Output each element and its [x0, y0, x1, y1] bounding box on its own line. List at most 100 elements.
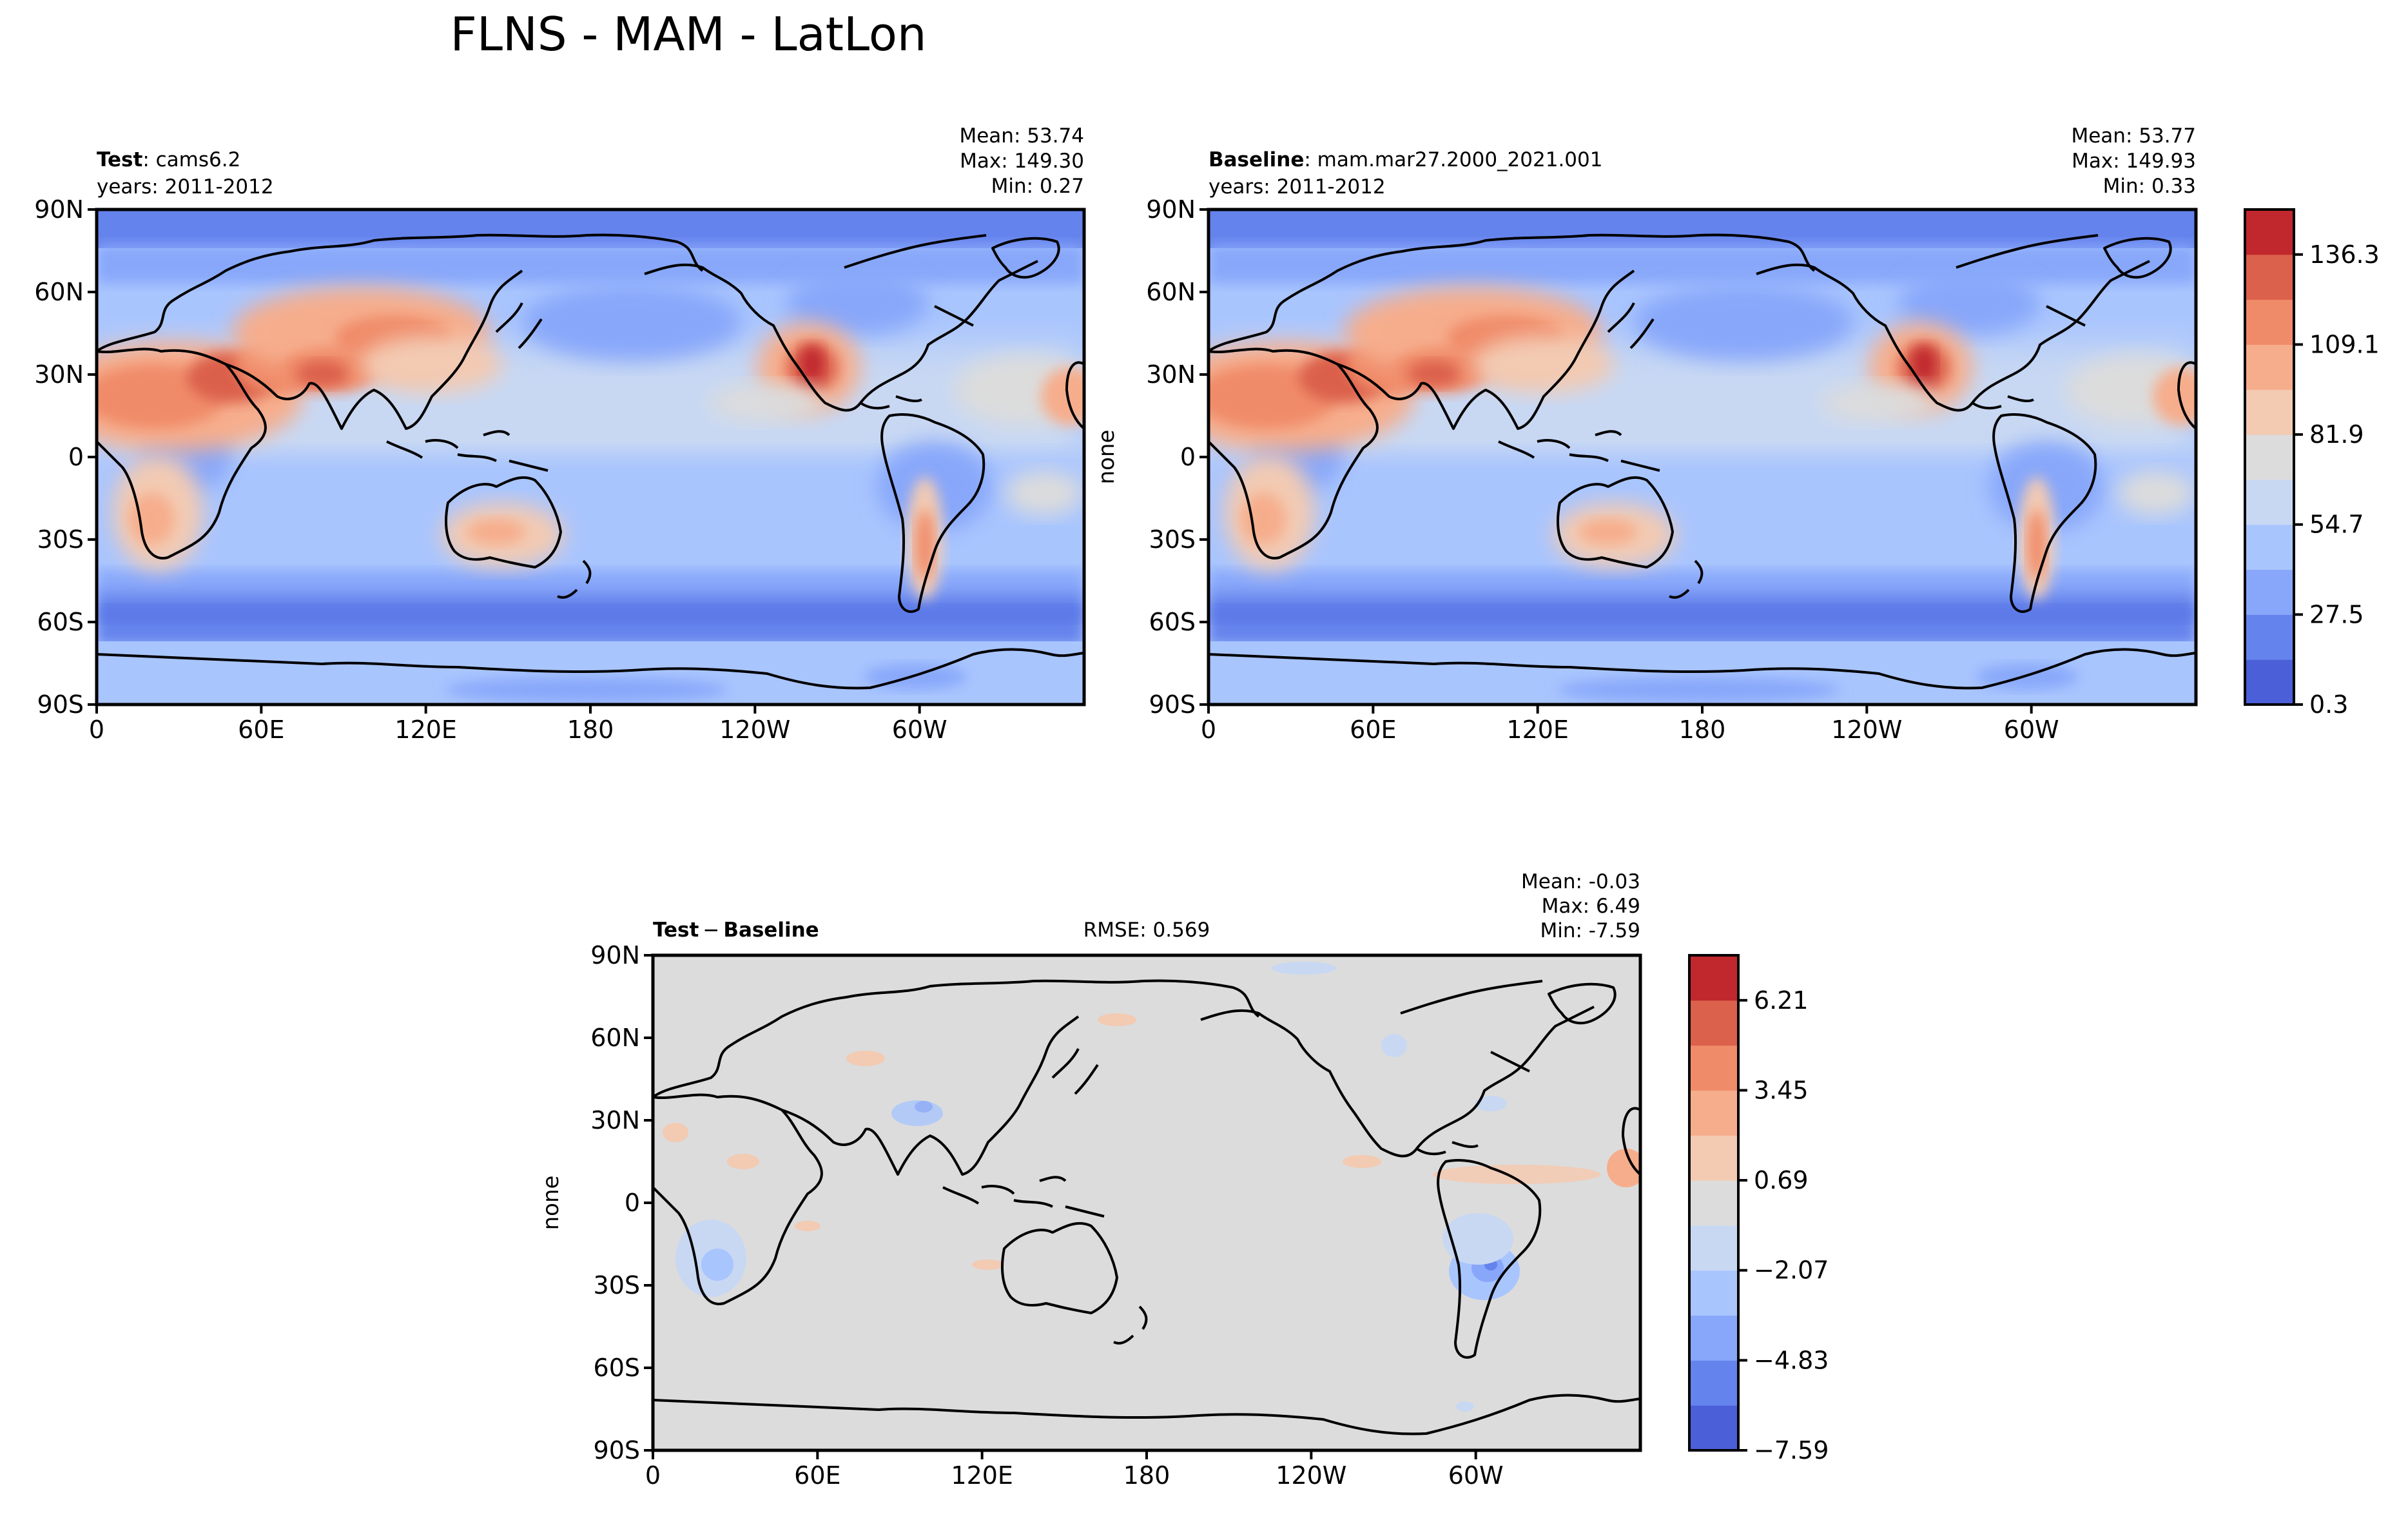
y-tick-label: 90N	[1146, 195, 1196, 224]
stat-mean-difference: Mean: -0.03	[1521, 870, 1640, 893]
stat-max-test: Max: 149.30	[960, 150, 1084, 173]
panel-label-difference: Test − Baseline	[653, 919, 819, 942]
colorbar-swatch	[2245, 479, 2294, 525]
map-baseline	[1209, 209, 2196, 705]
y-tick-label: 60S	[594, 1354, 640, 1382]
y-tick-label: 90S	[37, 690, 84, 719]
y-tick-label: 0	[625, 1189, 640, 1217]
colorbar-swatch	[2245, 434, 2294, 480]
years-baseline: years: 2011-2012	[1209, 175, 1386, 199]
y-tick-label: 90N	[34, 195, 84, 224]
y-tick-label: 0	[68, 443, 84, 471]
y-tick-label: 90N	[590, 941, 640, 969]
colorbar-swatch	[2245, 659, 2294, 705]
colorbar-swatch	[1689, 1360, 1738, 1406]
stat-mean-test: Mean: 53.74	[959, 124, 1084, 148]
panel-label-baseline: Baseline: mam.mar27.2000_2021.001	[1209, 148, 1602, 171]
x-tick-label: 60W	[892, 715, 947, 744]
colorbar-swatch	[1689, 955, 1738, 1001]
colorbar-frame	[2244, 208, 2295, 706]
x-tick-label: 180	[1123, 1461, 1170, 1490]
colorbar-tick-label: 27.5	[2309, 600, 2364, 628]
y-tick-label: 90S	[594, 1436, 640, 1464]
panel-difference: Test − Baseline RMSE: 0.569 Mean: -0.03 Ma…	[538, 870, 1829, 1490]
x-tick-label: 120E	[951, 1461, 1013, 1490]
stat-min-baseline: Min: 0.33	[2103, 175, 2196, 198]
y-tick-label: 60N	[1146, 278, 1196, 306]
x-tick-label: 120E	[394, 715, 457, 744]
y-tick-label: 60S	[1149, 608, 1196, 636]
colorbar-swatch	[1689, 1000, 1738, 1046]
panel-label-test: Test: cams6.2	[97, 148, 240, 171]
x-tick-label: 60W	[1448, 1461, 1504, 1490]
colorbar-swatch	[2245, 299, 2294, 345]
colorbar-swatch	[2245, 524, 2294, 570]
colorbar-swatch	[1689, 1315, 1738, 1361]
colorbar-tick-label: 109.1	[2309, 330, 2380, 358]
ylabel-baseline: none	[1094, 430, 1120, 485]
colorbar-tick-label: −2.07	[1754, 1256, 1829, 1285]
y-tick-label: 30S	[1149, 525, 1196, 554]
x-tick-label: 120W	[1276, 1461, 1346, 1490]
years-test: years: 2011-2012	[97, 175, 274, 199]
stat-min-difference: Min: -7.59	[1540, 919, 1640, 942]
x-tick-label: 180	[1679, 715, 1726, 744]
map-test	[97, 209, 1084, 705]
colorbar-swatch	[2245, 254, 2294, 300]
y-tick-label: 60N	[590, 1024, 640, 1052]
colorbar-tick-label: 136.3	[2309, 240, 2380, 269]
colorbar-tick-label: 54.7	[2309, 511, 2364, 539]
ylabel-difference: none	[538, 1176, 564, 1231]
panel-baseline: Baseline: mam.mar27.2000_2021.001 years:…	[1094, 124, 2380, 744]
x-tick-label: 120E	[1506, 715, 1569, 744]
x-tick-label: 60W	[2004, 715, 2059, 744]
stat-max-difference: Max: 6.49	[1542, 895, 1640, 918]
figure-title: FLNS - MAM - LatLon	[450, 7, 926, 61]
colorbar-tick-label: 81.9	[2309, 420, 2364, 449]
colorbar-tick-label: 6.21	[1754, 986, 1809, 1015]
colorbar-swatch	[2245, 344, 2294, 390]
y-tick-label: 0	[1180, 443, 1196, 471]
colorbar-swatch	[1689, 1180, 1738, 1226]
y-tick-label: 30N	[590, 1106, 640, 1134]
y-tick-label: 30N	[1146, 360, 1196, 389]
x-tick-label: 60E	[238, 715, 284, 744]
panel-test: Test: cams6.2 years: 2011-2012 Mean: 53.…	[34, 124, 1086, 744]
x-tick-label: 180	[567, 715, 614, 744]
x-tick-label: 0	[89, 715, 104, 744]
map-difference	[653, 955, 1640, 1450]
x-tick-label: 0	[645, 1461, 661, 1490]
colorbar-swatch	[1689, 1090, 1738, 1136]
y-tick-label: 60S	[37, 608, 84, 636]
colorbar-tick-label: −7.59	[1754, 1436, 1829, 1464]
colorbar-swatch	[1689, 1270, 1738, 1316]
colorbar-tick-label: −4.83	[1754, 1346, 1829, 1374]
colorbar-swatch	[1689, 1135, 1738, 1181]
stat-min-test: Min: 0.27	[991, 175, 1084, 198]
x-tick-label: 60E	[1350, 715, 1396, 744]
colorbar-frame	[1688, 954, 1740, 1452]
y-tick-label: 30S	[37, 525, 84, 554]
x-tick-label: 60E	[794, 1461, 840, 1490]
stat-max-baseline: Max: 149.93	[2072, 150, 2196, 173]
x-tick-label: 120W	[719, 715, 790, 744]
y-tick-label: 60N	[34, 278, 84, 306]
colorbar-swatch	[2245, 614, 2294, 660]
y-tick-label: 90S	[1149, 690, 1196, 719]
y-tick-label: 30S	[594, 1271, 640, 1299]
x-tick-label: 120W	[1831, 715, 1902, 744]
rmse-difference: RMSE: 0.569	[1083, 919, 1210, 942]
colorbar-swatch	[1689, 1225, 1738, 1271]
colorbar-swatch	[1689, 1045, 1738, 1091]
colorbar-tick-label: 3.45	[1754, 1076, 1809, 1104]
y-tick-label: 30N	[34, 360, 84, 389]
colorbar-swatch	[2245, 209, 2294, 255]
colorbar-tick-label: 0.3	[2309, 690, 2348, 719]
x-tick-label: 0	[1201, 715, 1216, 744]
stat-mean-baseline: Mean: 53.77	[2071, 124, 2196, 148]
colorbar-swatch	[2245, 569, 2294, 615]
colorbar-swatch	[1689, 1405, 1738, 1451]
colorbar-swatch	[2245, 389, 2294, 435]
colorbar-tick-label: 0.69	[1754, 1166, 1809, 1194]
